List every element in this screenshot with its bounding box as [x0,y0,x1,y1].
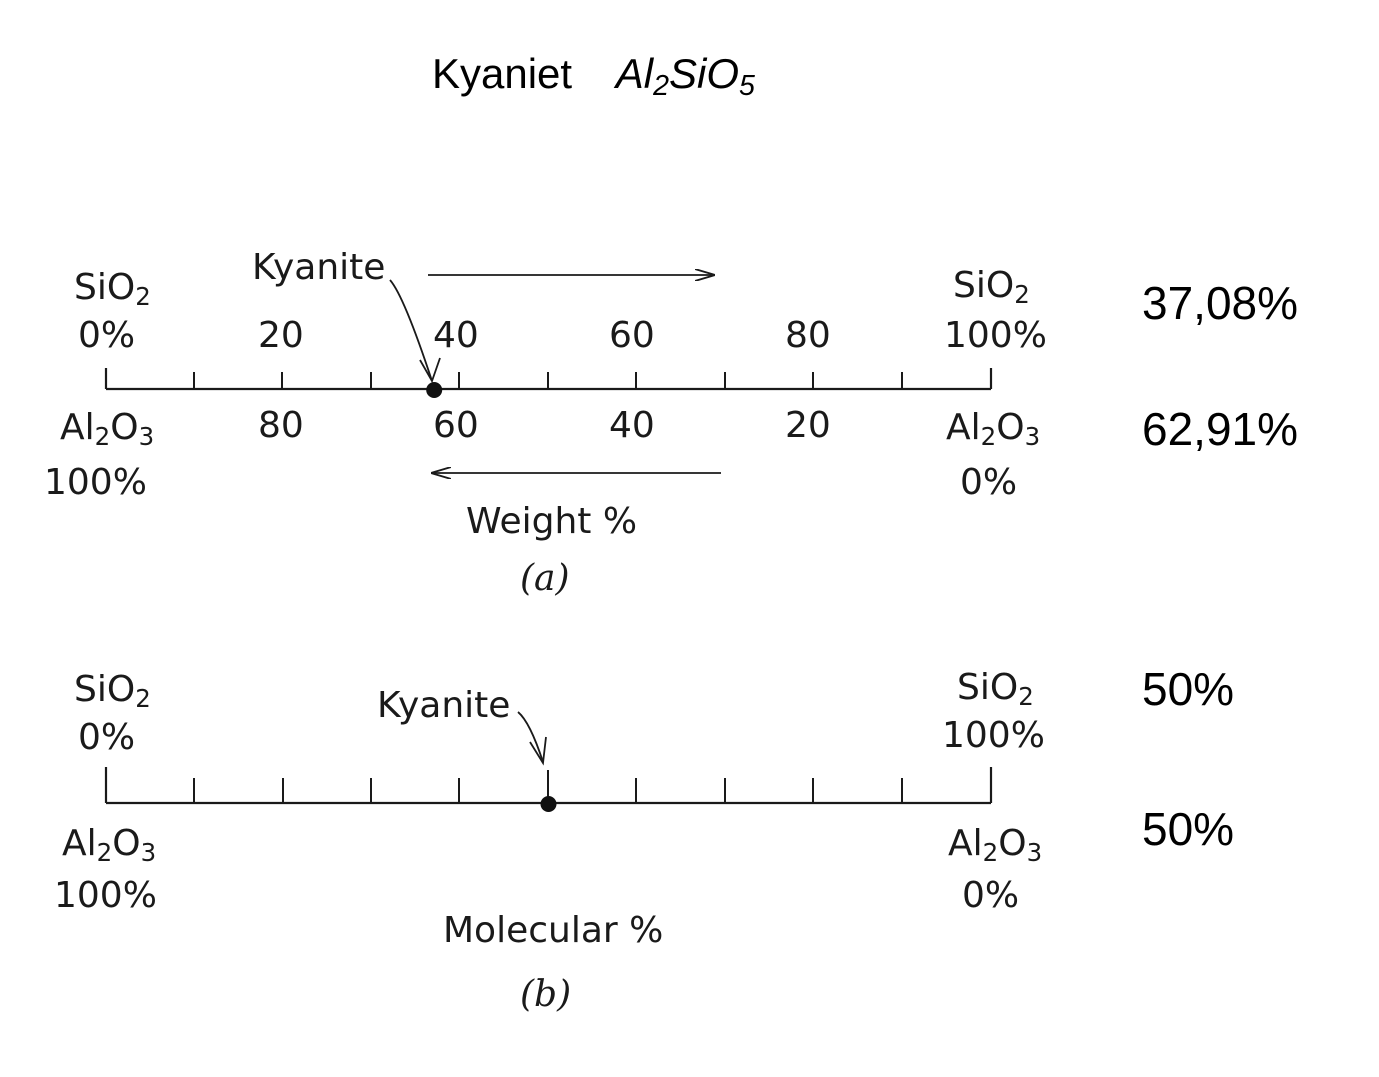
result-a-al2o3: 62,91% [1142,403,1299,455]
page-title: Kyaniet Al2SiO5 [432,50,755,103]
a-sio2-left-label: SiO2 [74,267,151,312]
a-sio2-left-percent: 0% [78,315,136,356]
b-al2o3-left-label: Al2O3 [62,823,157,868]
a-al2o3-left-percent: 100% [44,462,147,503]
a-sio2-right-percent: 100% [944,315,1047,356]
b-sio2-right-label: SiO2 [957,667,1034,712]
a-sio2-right-label: SiO2 [953,265,1030,310]
b-sio2-left-percent: 0% [78,717,136,758]
a-top-tick-label: 80 [785,315,831,356]
b-al2o3-left-percent: 100% [54,875,157,916]
b-caption: (b) [520,974,572,1015]
a-top-tick-label: 20 [258,315,304,356]
b-sio2-left-label: SiO2 [74,669,151,714]
b-al2o3-right-label: Al2O3 [948,823,1043,868]
b-sio2-right-percent: 100% [942,715,1045,756]
kyanite-molecular-pointer-head [529,736,547,766]
b-al2o3-right-percent: 0% [962,875,1020,916]
a-al2o3-left-label: Al2O3 [60,407,155,452]
kyanite-weight-pointer-head [419,357,441,384]
kyanite-molecular-pointer [517,711,544,763]
kyanite-weight-marker [426,382,443,398]
a-bottom-tick-label: 20 [785,405,831,446]
a-bottom-tick-label: 40 [609,405,655,446]
result-b-al2o3: 50% [1142,803,1235,855]
a-al2o3-right-label: Al2O3 [946,407,1041,452]
weight-axis [104,368,993,391]
a-kyanite-label: Kyanite [252,247,386,288]
a-al2o3-right-percent: 0% [960,462,1018,503]
b-kyanite-label: Kyanite [377,685,511,726]
a-axis-label: Weight % [466,501,638,542]
title-formula: Al2SiO5 [615,50,755,103]
kyanite-molecular-marker [540,796,557,812]
a-bottom-tick-label: 80 [258,405,304,446]
title-name: Kyaniet [432,50,573,97]
a-top-tick-label: 40 [433,315,479,356]
result-a-sio2: 37,08% [1142,277,1299,329]
a-caption: (a) [520,558,570,599]
a-bottom-tick-label: 60 [433,405,479,446]
a-top-tick-label: 60 [609,315,655,356]
kyanite-weight-pointer [389,279,433,382]
b-axis-label: Molecular % [443,910,664,951]
result-b-sio2: 50% [1142,663,1235,715]
